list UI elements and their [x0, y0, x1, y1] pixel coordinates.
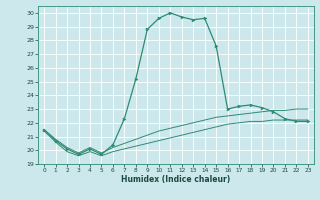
X-axis label: Humidex (Indice chaleur): Humidex (Indice chaleur): [121, 175, 231, 184]
